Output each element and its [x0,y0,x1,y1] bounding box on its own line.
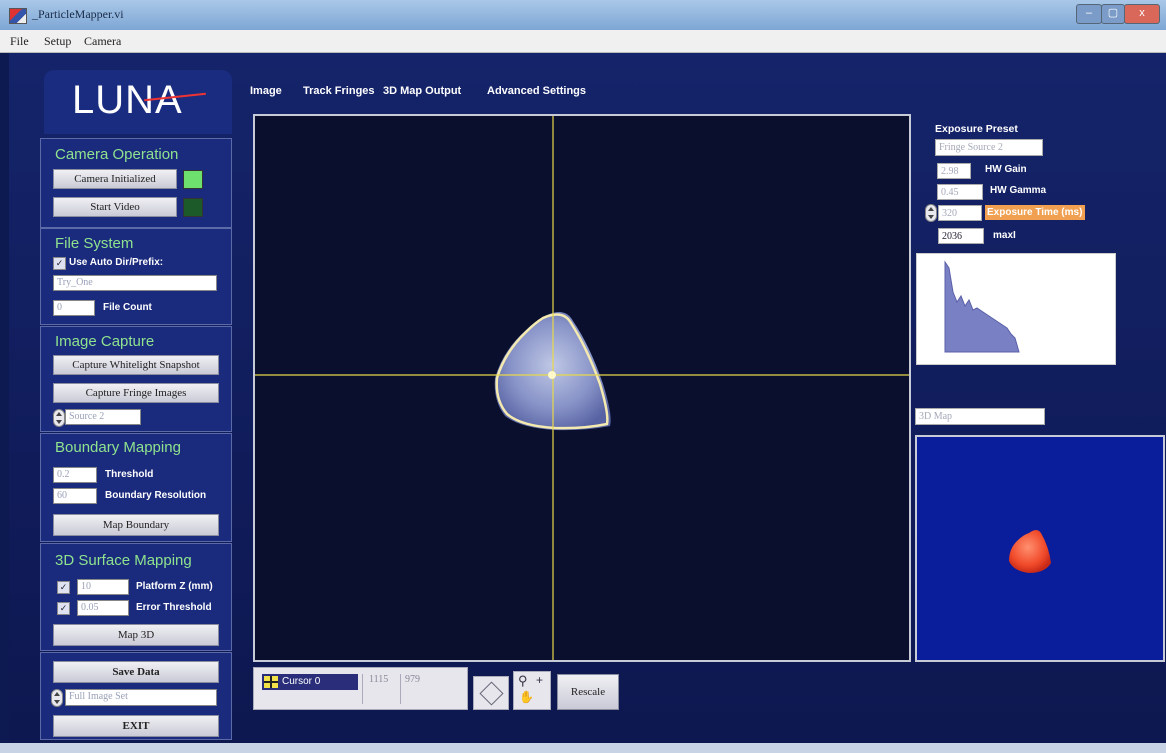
cursor-y: 979 [400,674,450,704]
tab-3d-map-output[interactable]: 3D Map Output [383,85,462,97]
menu-file[interactable]: File [10,34,29,48]
hw-gamma-field[interactable]: 0.45 [937,184,983,200]
tab-track-fringes[interactable]: Track Fringes [303,85,375,97]
map-3d-button[interactable]: Map 3D [53,624,219,646]
camera-initialized-button[interactable]: Camera Initialized [53,169,177,189]
prefix-input[interactable]: Try_One [53,275,217,291]
cursor-x: 1115 [362,674,398,704]
hw-gamma-label: HW Gamma [990,185,1047,196]
crosshair-center [548,371,556,379]
bottom-strip [0,743,1166,753]
section-title: Camera Operation [55,146,179,163]
particle-boundary [495,313,609,430]
tab-advanced-settings[interactable]: Advanced Settings [487,85,587,97]
file-count-label: File Count [103,302,152,313]
tab-image[interactable]: Image [250,85,282,97]
file-system-section: File System ✓ Use Auto Dir/Prefix: Try_O… [40,228,232,325]
maxi-label: maxI [993,230,1016,241]
histogram-curve [944,260,1020,353]
exit-button[interactable]: EXIT [53,715,219,737]
cursor-name: Cursor 0 [282,676,321,687]
section-title: Boundary Mapping [55,439,181,456]
source-select[interactable]: Source 2 [65,409,141,425]
3d-particle-surface [1009,530,1051,573]
cursor-legend: Cursor 0 1115 979 [253,667,468,710]
menu-camera[interactable]: Camera [84,34,122,48]
video-led [183,198,203,217]
section-title: 3D Surface Mapping [55,552,192,569]
camera-initialized-led [183,170,203,189]
rescale-button[interactable]: Rescale [557,674,619,710]
error-threshold-label: Error Threshold [136,602,212,613]
auto-dir-checkbox[interactable]: ✓ [53,257,66,270]
app-icon [9,8,27,24]
logo-text: LUNA [72,78,183,122]
zoom-icon[interactable]: ⚲ [518,673,528,688]
threshold-input[interactable]: 0.2 [53,467,97,483]
section-title: File System [55,235,134,252]
hw-gain-field[interactable]: 2.98 [937,163,971,179]
window-titlebar: _ParticleMapper.vi – ▢ x [0,0,1166,30]
menu-setup[interactable]: Setup [44,34,72,48]
boundary-resolution-label: Boundary Resolution [105,490,207,501]
map-boundary-button[interactable]: Map Boundary [53,514,219,536]
surface-mapping-section: 3D Surface Mapping ✓ 10 Platform Z (mm) … [40,543,232,651]
save-set-spinner-icon[interactable] [51,689,63,707]
boundary-resolution-input[interactable]: 60 [53,488,97,504]
3d-map-canvas [1009,530,1051,573]
image-capture-section: Image Capture Capture Whitelight Snapsho… [40,326,232,432]
plus-icon: + [536,673,544,687]
3d-map-select[interactable]: 3D Map [915,408,1045,425]
camera-operation-section: Camera Operation Camera Initialized Star… [40,138,232,228]
menu-bar: File Setup Camera [0,30,1166,53]
maxi-field: 2036 [938,228,984,244]
image-canvas [255,116,909,660]
capture-whitelight-button[interactable]: Capture Whitelight Snapshot [53,355,219,375]
platform-z-label: Platform Z (mm) [136,581,213,592]
maximize-button[interactable]: ▢ [1101,4,1125,24]
file-count-field: 0 [53,300,95,316]
capture-fringe-button[interactable]: Capture Fringe Images [53,383,219,403]
save-data-button[interactable]: Save Data [53,661,219,683]
close-button[interactable]: x [1124,4,1160,24]
histogram-canvas [944,260,1020,353]
cursor-crosshair-icon [264,676,278,688]
cursor-move-button[interactable] [473,676,509,710]
error-threshold-checkbox[interactable]: ✓ [57,602,70,615]
exposure-preset-select[interactable]: Fringe Source 2 [935,139,1043,156]
save-set-select[interactable]: Full Image Set [65,689,217,706]
minimize-button[interactable]: – [1076,4,1102,24]
cursor-chip[interactable]: Cursor 0 [262,674,358,690]
exposure-time-spinner-icon[interactable] [925,204,937,222]
exposure-time-field[interactable]: 320 [938,205,982,221]
section-title: Image Capture [55,333,155,350]
platform-z-checkbox[interactable]: ✓ [57,581,70,594]
3d-map-display[interactable] [915,435,1165,662]
luna-logo: LUNA [44,70,232,134]
start-video-button[interactable]: Start Video [53,197,177,217]
threshold-label: Threshold [105,469,154,480]
error-threshold-input[interactable]: 0.05 [77,600,129,616]
boundary-mapping-section: Boundary Mapping 0.2 Threshold 60 Bounda… [40,433,232,542]
source-spinner-icon[interactable] [53,409,65,427]
window-title: _ParticleMapper.vi [32,7,124,21]
zoom-pan-tools[interactable]: ⚲ + ✋ [513,671,551,710]
window-controls: – ▢ x [1076,4,1160,24]
hw-gain-label: HW Gain [985,164,1027,175]
hand-pan-icon[interactable]: ✋ [519,690,534,704]
exposure-preset-title: Exposure Preset [935,123,1018,135]
save-section: Save Data Full Image Set EXIT [40,652,232,740]
exposure-time-label: Exposure Time (ms) [985,205,1085,220]
auto-dir-label: Use Auto Dir/Prefix: [69,257,164,268]
diamond-icon [479,681,504,706]
intensity-histogram [916,253,1116,365]
platform-z-input[interactable]: 10 [77,579,129,595]
image-display[interactable] [253,114,911,662]
